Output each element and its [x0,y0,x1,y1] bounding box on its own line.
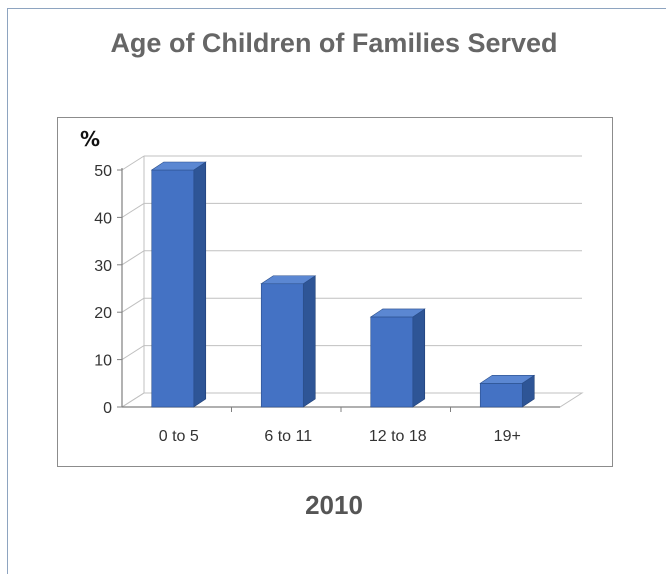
gridline-depth [121,155,145,171]
gridline-depth [121,345,145,361]
bar [479,382,523,408]
y-tick-label: 0 [103,400,112,417]
y-unit-label: % [80,127,100,151]
x-tick-label: 19+ [494,428,521,445]
chart-subtitle: 2010 [305,490,363,520]
y-tick-label: 40 [94,210,112,227]
bar-chart: 0 10 20 30 40 50% 0 to 5 6 to 11 12 to 18 19+ [80,127,584,445]
x-tick-label: 6 to 11 [264,428,312,445]
y-tick-label: 10 [94,353,112,370]
chart-area: 0 10 20 30 40 50% 0 to 5 6 to 11 12 to 18 19+ [57,117,613,467]
y-tick-label: 30 [94,258,112,275]
bar-top [260,275,317,285]
gridline-depth [121,202,145,218]
gridline-depth [121,250,145,266]
bar-side [412,308,426,408]
bar [151,169,195,408]
bar [260,283,304,408]
bar-top [150,161,207,171]
y-tick-label: 50 [94,163,112,180]
bar-side [193,161,207,408]
page-title: Age of Children of Families Served [110,28,558,58]
bar-side [302,275,316,408]
x-tick-label: 0 to 5 [159,428,199,445]
gridline-depth [121,297,145,313]
bar-top [369,308,426,318]
y-tick-label: 20 [94,305,112,322]
x-tick-label: 12 to 18 [369,428,427,445]
bar-top [479,374,536,384]
bar [370,316,414,408]
